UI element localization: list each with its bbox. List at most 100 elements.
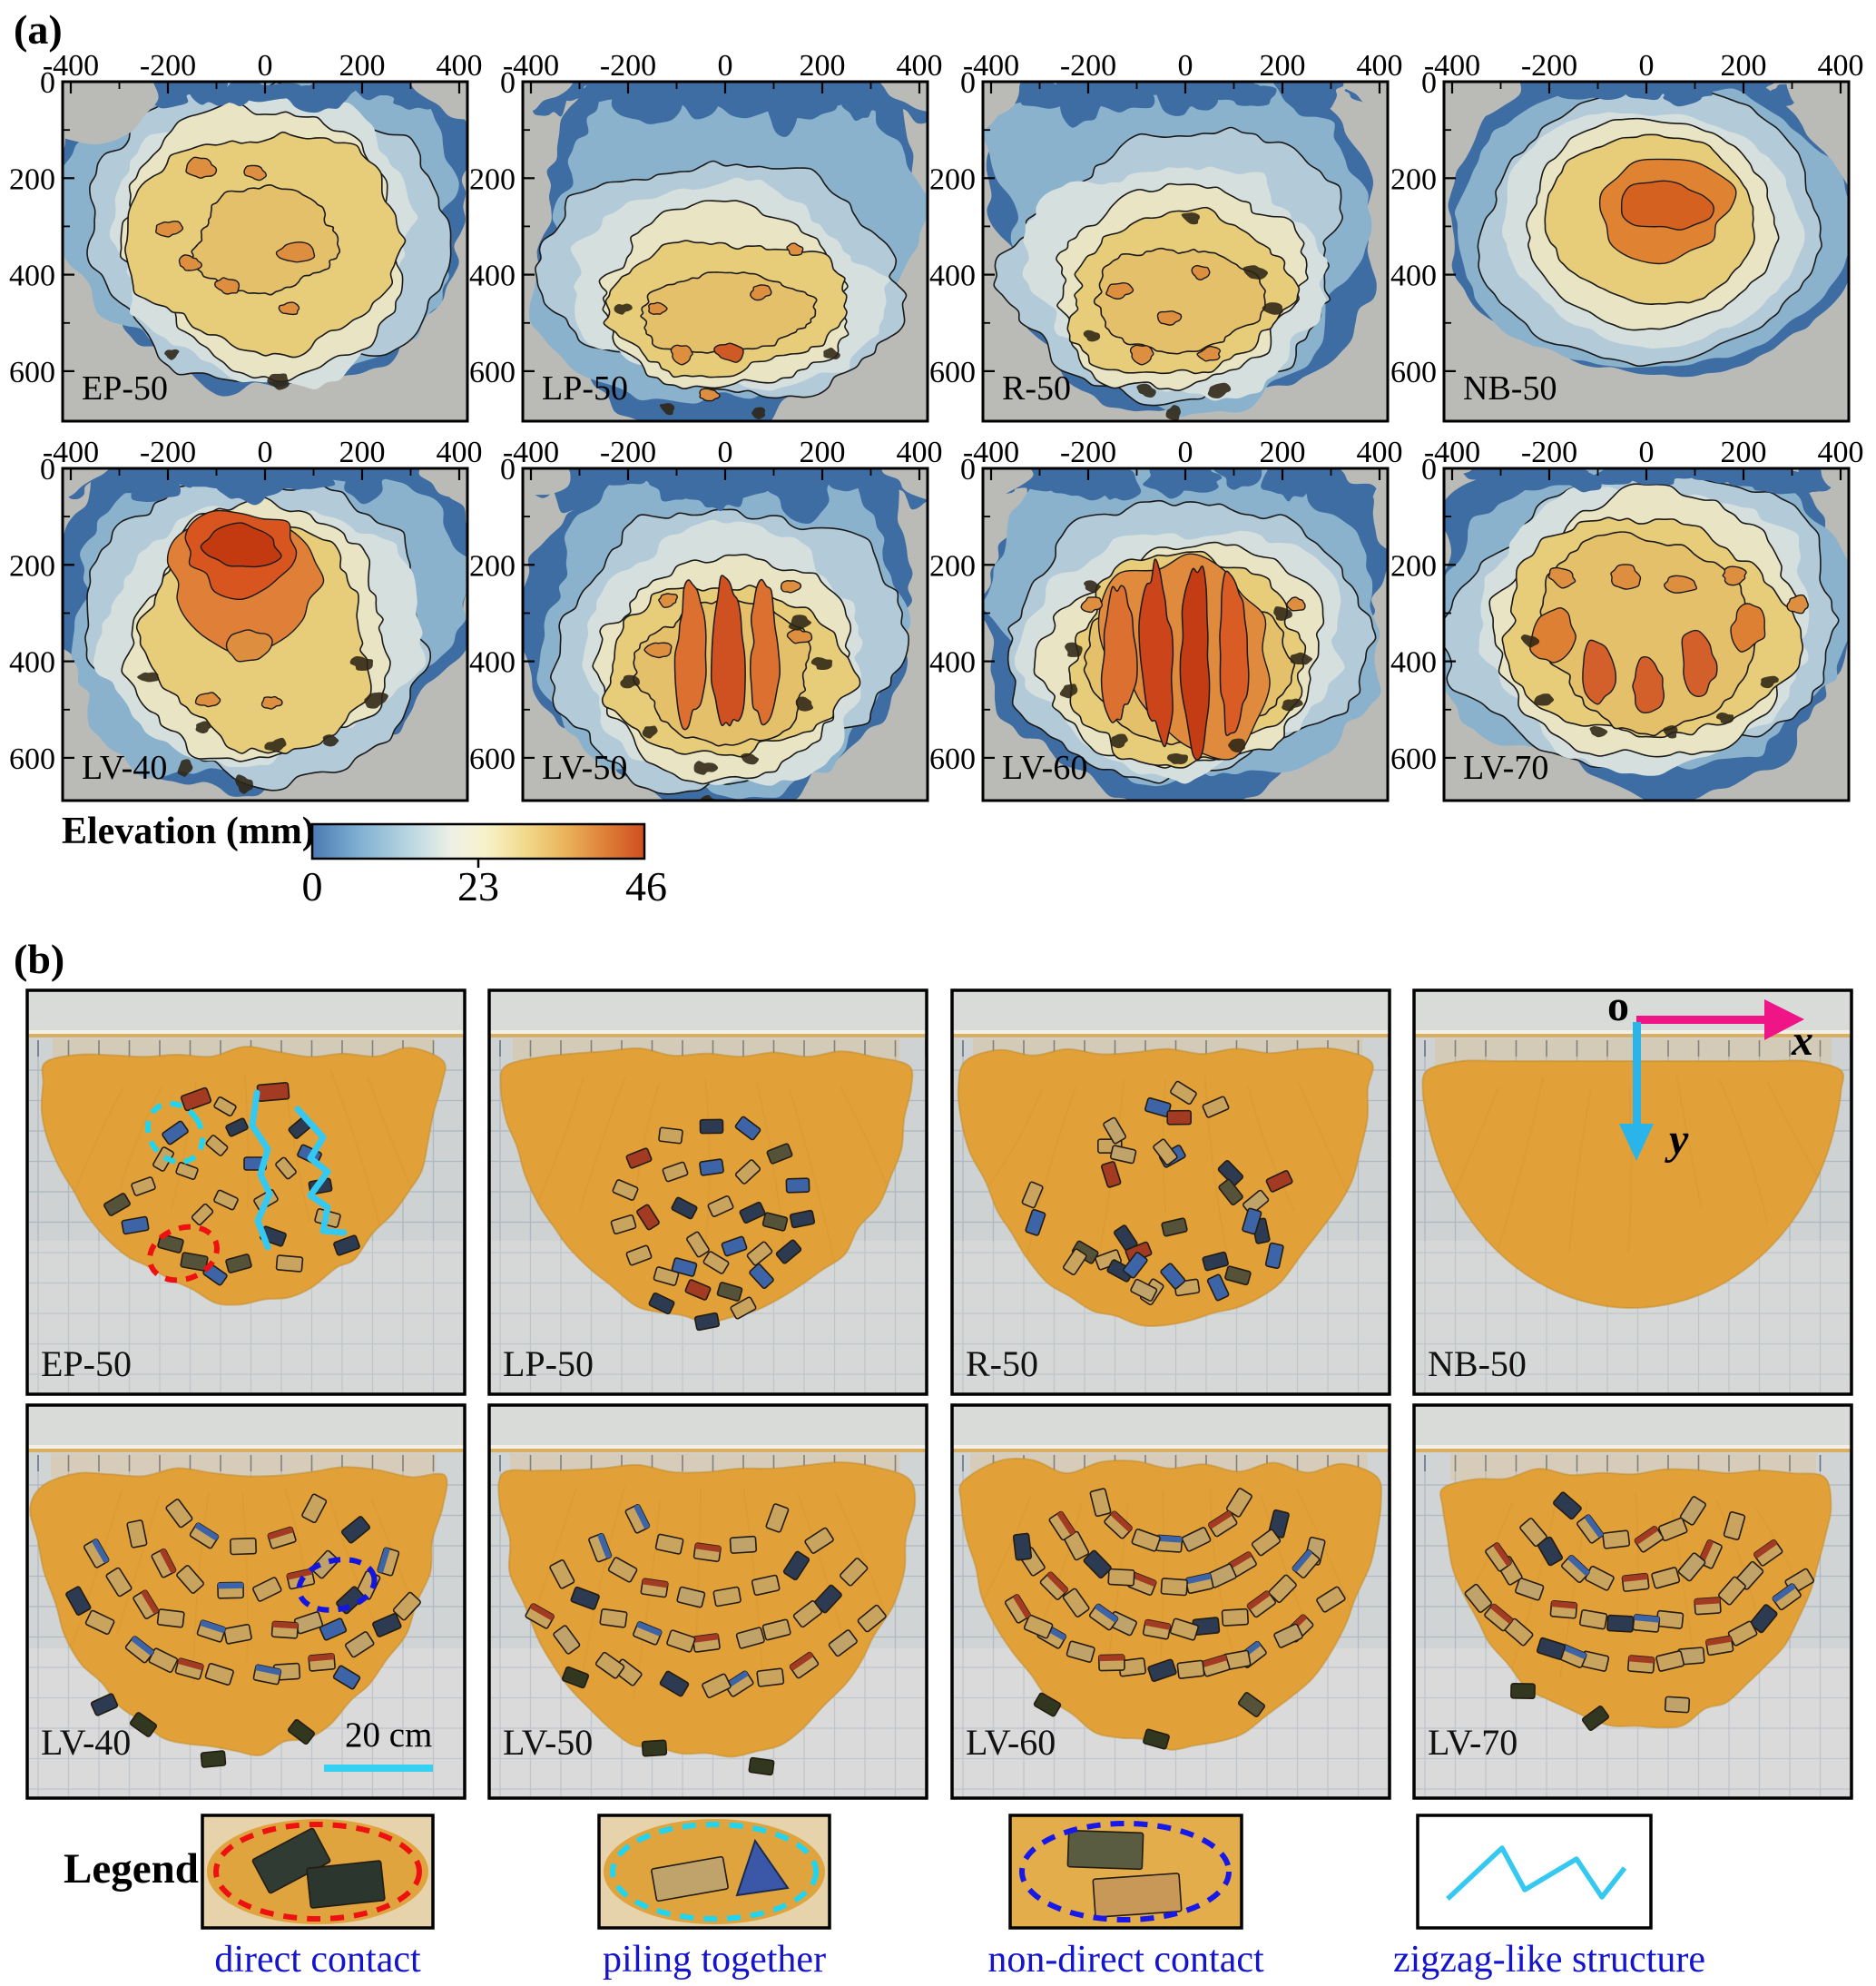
- svg-text:200: 200: [929, 162, 976, 196]
- svg-text:-400: -400: [43, 436, 99, 469]
- svg-text:0: 0: [1178, 49, 1193, 83]
- svg-text:400: 400: [1357, 436, 1403, 469]
- svg-text:-200: -200: [140, 436, 196, 469]
- svg-text:-400: -400: [963, 436, 1019, 469]
- svg-text:600: 600: [469, 356, 516, 389]
- svg-text:23: 23: [457, 863, 499, 909]
- svg-text:LV-70: LV-70: [1428, 1722, 1517, 1763]
- svg-text:-400: -400: [503, 49, 559, 83]
- svg-text:-200: -200: [140, 49, 196, 83]
- svg-text:600: 600: [469, 742, 516, 776]
- svg-text:R-50: R-50: [1002, 369, 1071, 408]
- svg-text:x: x: [1791, 1017, 1813, 1065]
- svg-text:200: 200: [469, 162, 516, 196]
- svg-text:-200: -200: [1060, 436, 1116, 469]
- svg-text:20 cm: 20 cm: [345, 1716, 432, 1755]
- svg-text:LV-60: LV-60: [1002, 749, 1087, 787]
- svg-text:0: 0: [500, 453, 516, 487]
- svg-text:EP-50: EP-50: [82, 369, 168, 408]
- svg-text:-400: -400: [963, 49, 1019, 83]
- svg-text:0: 0: [960, 453, 976, 487]
- svg-text:0: 0: [1639, 49, 1655, 83]
- svg-text:400: 400: [1818, 49, 1864, 83]
- svg-text:400: 400: [9, 260, 55, 293]
- svg-text:-200: -200: [1521, 49, 1577, 83]
- svg-text:400: 400: [9, 646, 55, 680]
- svg-text:y: y: [1665, 1116, 1689, 1164]
- svg-text:-200: -200: [600, 436, 656, 469]
- svg-text:400: 400: [469, 260, 516, 293]
- svg-text:0: 0: [302, 863, 323, 909]
- svg-text:400: 400: [929, 260, 976, 293]
- svg-text:400: 400: [437, 49, 483, 83]
- svg-text:200: 200: [1390, 549, 1437, 583]
- svg-text:200: 200: [1260, 49, 1306, 83]
- svg-text:0: 0: [1421, 453, 1437, 487]
- svg-text:-400: -400: [43, 49, 99, 83]
- svg-text:direct contact: direct contact: [214, 1939, 421, 1981]
- svg-text:R-50: R-50: [966, 1343, 1038, 1384]
- svg-text:200: 200: [9, 162, 55, 196]
- svg-text:600: 600: [1390, 742, 1437, 776]
- svg-text:-400: -400: [1424, 436, 1480, 469]
- svg-text:LV-70: LV-70: [1463, 749, 1548, 787]
- svg-text:Legend: Legend: [64, 1845, 199, 1893]
- svg-text:200: 200: [1260, 436, 1306, 469]
- svg-text:0: 0: [1421, 66, 1437, 100]
- svg-text:400: 400: [1390, 260, 1437, 293]
- svg-text:200: 200: [929, 549, 976, 583]
- svg-text:200: 200: [9, 549, 55, 583]
- svg-text:-200: -200: [1521, 436, 1577, 469]
- svg-text:NB-50: NB-50: [1463, 369, 1557, 408]
- svg-text:(a): (a): [14, 6, 63, 53]
- svg-text:LV-40: LV-40: [82, 749, 167, 787]
- svg-text:600: 600: [929, 742, 976, 776]
- svg-text:400: 400: [1390, 646, 1437, 680]
- svg-text:LV-50: LV-50: [542, 749, 627, 787]
- svg-text:LV-50: LV-50: [503, 1722, 593, 1763]
- svg-text:NB-50: NB-50: [1428, 1343, 1527, 1384]
- svg-text:0: 0: [40, 453, 55, 487]
- svg-text:0: 0: [40, 66, 55, 100]
- svg-text:600: 600: [9, 356, 55, 389]
- svg-text:400: 400: [1818, 436, 1864, 469]
- svg-text:0: 0: [1178, 436, 1193, 469]
- svg-text:-400: -400: [1424, 49, 1480, 83]
- svg-text:Elevation (mm): Elevation (mm): [62, 811, 315, 852]
- svg-text:0: 0: [960, 66, 976, 100]
- svg-text:LP-50: LP-50: [542, 369, 628, 408]
- svg-text:200: 200: [1721, 436, 1767, 469]
- svg-text:LV-40: LV-40: [41, 1722, 131, 1763]
- svg-text:0: 0: [258, 436, 273, 469]
- svg-text:piling together: piling together: [603, 1939, 826, 1981]
- svg-text:0: 0: [500, 66, 516, 100]
- svg-text:-200: -200: [600, 49, 656, 83]
- svg-text:200: 200: [1390, 162, 1437, 196]
- svg-text:EP-50: EP-50: [41, 1343, 132, 1384]
- svg-text:-400: -400: [503, 436, 559, 469]
- svg-text:200: 200: [339, 49, 386, 83]
- svg-text:(b): (b): [14, 936, 64, 982]
- svg-text:non-direct contact: non-direct contact: [987, 1939, 1264, 1981]
- svg-text:zigzag-like structure: zigzag-like structure: [1393, 1939, 1705, 1981]
- svg-text:LP-50: LP-50: [503, 1343, 594, 1384]
- svg-text:400: 400: [897, 436, 943, 469]
- svg-text:600: 600: [1390, 356, 1437, 389]
- svg-text:0: 0: [718, 436, 733, 469]
- svg-text:200: 200: [1721, 49, 1767, 83]
- svg-text:200: 200: [800, 49, 846, 83]
- svg-text:400: 400: [437, 436, 483, 469]
- svg-text:400: 400: [1357, 49, 1403, 83]
- svg-text:LV-60: LV-60: [966, 1722, 1056, 1763]
- svg-text:400: 400: [929, 646, 976, 680]
- svg-text:200: 200: [800, 436, 846, 469]
- svg-text:600: 600: [9, 742, 55, 776]
- svg-text:600: 600: [929, 356, 976, 389]
- svg-text:-200: -200: [1060, 49, 1116, 83]
- svg-text:0: 0: [1639, 436, 1655, 469]
- svg-text:46: 46: [625, 863, 667, 909]
- svg-text:200: 200: [339, 436, 386, 469]
- svg-text:400: 400: [469, 646, 516, 680]
- svg-text:o: o: [1607, 982, 1629, 1030]
- svg-text:200: 200: [469, 549, 516, 583]
